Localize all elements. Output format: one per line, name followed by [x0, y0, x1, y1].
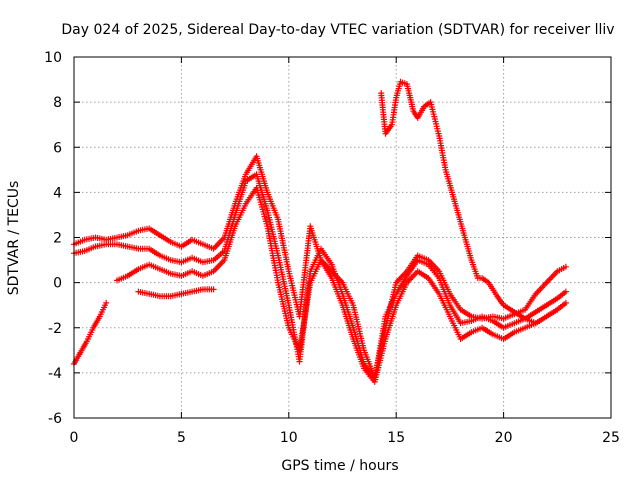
series-markers [378, 78, 539, 327]
series-track-6 [378, 78, 539, 327]
series-markers [71, 171, 569, 383]
series-markers [71, 299, 110, 367]
x-axis-label: GPS time / hours [281, 458, 398, 474]
x-tick-label: 0 [70, 430, 79, 446]
x-tick-label: 25 [602, 430, 620, 446]
y-axis-label: SDTVAR / TECUs [6, 181, 22, 296]
y-tick-label: -2 [48, 321, 62, 337]
series-markers [135, 286, 217, 300]
series-track-4 [135, 286, 217, 300]
x-tick-label: 5 [177, 430, 186, 446]
y-tick-label: -6 [48, 411, 62, 427]
axis-tick-labels: 0 5 10 15 20 25 -6 -4 -2 0 2 4 6 8 10 [44, 50, 620, 446]
series-track-2 [71, 171, 569, 383]
series-track-3 [114, 184, 569, 385]
x-tick-label: 10 [280, 430, 298, 446]
series-line [73, 173, 567, 381]
series-markers [114, 184, 569, 385]
grid [74, 57, 611, 418]
y-tick-label: 10 [44, 50, 62, 66]
x-tick-label: 20 [495, 430, 513, 446]
y-tick-label: 8 [53, 95, 62, 111]
y-tick-label: 6 [53, 140, 62, 156]
y-tick-label: 0 [53, 276, 62, 292]
axis-ticks [73, 56, 612, 419]
series-layer [71, 78, 569, 385]
x-tick-label: 15 [387, 430, 405, 446]
chart-title: Day 024 of 2025, Sidereal Day-to-day VTE… [61, 22, 614, 38]
y-tick-label: 4 [53, 185, 62, 201]
series-track-5 [71, 299, 110, 367]
y-tick-label: -4 [48, 366, 62, 382]
y-tick-label: 2 [53, 231, 62, 247]
